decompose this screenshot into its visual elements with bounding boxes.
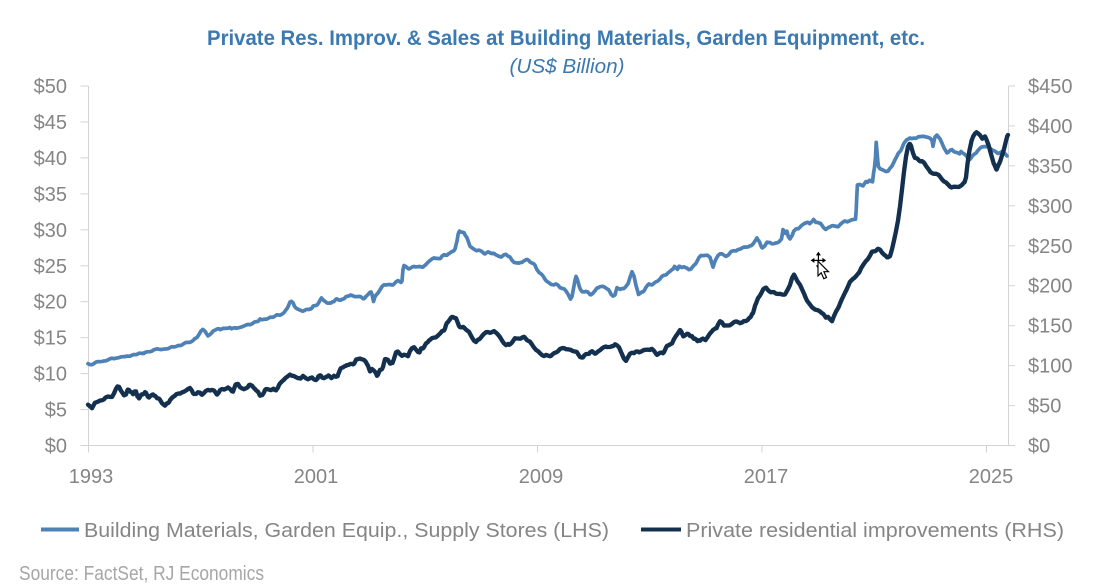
svg-text:Source: FactSet, RJ Economics: Source: FactSet, RJ Economics [19,563,264,585]
svg-text:$300: $300 [1028,196,1073,218]
svg-text:$20: $20 [34,292,67,314]
svg-text:$50: $50 [1028,396,1061,418]
svg-text:$400: $400 [1028,116,1073,138]
svg-text:Building Materials, Garden Equ: Building Materials, Garden Equip., Suppl… [84,520,609,542]
svg-text:$10: $10 [34,364,67,386]
svg-text:$40: $40 [34,148,67,170]
svg-text:$450: $450 [1028,76,1073,98]
svg-text:Private Res. Improv. & Sales a: Private Res. Improv. & Sales at Building… [207,27,925,50]
svg-text:$15: $15 [34,328,67,350]
svg-text:2001: 2001 [294,466,339,488]
svg-text:$350: $350 [1028,156,1073,178]
svg-text:1993: 1993 [69,466,114,488]
svg-text:$0: $0 [1028,436,1050,458]
svg-text:$45: $45 [34,112,67,134]
svg-text:$25: $25 [34,256,67,278]
svg-text:$250: $250 [1028,236,1073,258]
svg-text:$100: $100 [1028,356,1073,378]
svg-text:$0: $0 [45,436,67,458]
svg-text:2017: 2017 [744,466,789,488]
svg-text:$35: $35 [34,184,67,206]
svg-text:Private residential improvemen: Private residential improvements (RHS) [686,520,1064,542]
svg-text:2009: 2009 [519,466,564,488]
svg-text:$50: $50 [34,76,67,98]
svg-text:$200: $200 [1028,276,1073,298]
svg-text:2025: 2025 [969,466,1014,488]
svg-text:$5: $5 [45,400,67,422]
svg-text:$150: $150 [1028,316,1073,338]
svg-text:$30: $30 [34,220,67,242]
svg-text:(US$ Billion): (US$ Billion) [510,55,625,78]
